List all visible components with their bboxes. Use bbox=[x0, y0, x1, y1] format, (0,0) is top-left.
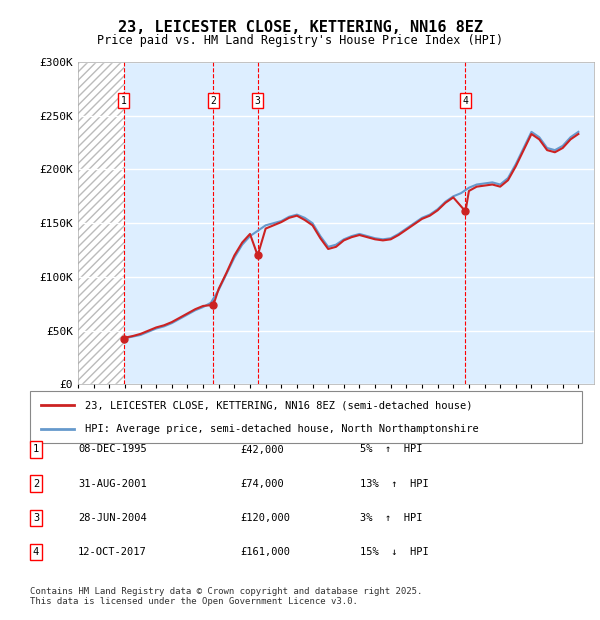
Text: 2: 2 bbox=[211, 95, 217, 105]
FancyBboxPatch shape bbox=[30, 391, 582, 443]
Text: 12-OCT-2017: 12-OCT-2017 bbox=[78, 547, 147, 557]
Text: £161,000: £161,000 bbox=[240, 547, 290, 557]
Text: 08-DEC-1995: 08-DEC-1995 bbox=[78, 445, 147, 454]
Text: Contains HM Land Registry data © Crown copyright and database right 2025.
This d: Contains HM Land Registry data © Crown c… bbox=[30, 587, 422, 606]
Text: 23, LEICESTER CLOSE, KETTERING, NN16 8EZ: 23, LEICESTER CLOSE, KETTERING, NN16 8EZ bbox=[118, 20, 482, 35]
Bar bbox=[78, 62, 124, 384]
Text: 28-JUN-2004: 28-JUN-2004 bbox=[78, 513, 147, 523]
Text: 1: 1 bbox=[121, 95, 127, 105]
Text: £42,000: £42,000 bbox=[240, 445, 284, 454]
Text: 23, LEICESTER CLOSE, KETTERING, NN16 8EZ (semi-detached house): 23, LEICESTER CLOSE, KETTERING, NN16 8EZ… bbox=[85, 401, 473, 410]
Text: 1: 1 bbox=[33, 445, 39, 454]
Text: 2: 2 bbox=[33, 479, 39, 489]
Text: 4: 4 bbox=[463, 95, 469, 105]
Text: Price paid vs. HM Land Registry's House Price Index (HPI): Price paid vs. HM Land Registry's House … bbox=[97, 34, 503, 46]
Text: 3: 3 bbox=[33, 513, 39, 523]
Text: 4: 4 bbox=[33, 547, 39, 557]
Text: £74,000: £74,000 bbox=[240, 479, 284, 489]
Text: 3: 3 bbox=[255, 95, 260, 105]
Text: 15%  ↓  HPI: 15% ↓ HPI bbox=[360, 547, 429, 557]
Text: 5%  ↑  HPI: 5% ↑ HPI bbox=[360, 445, 422, 454]
Bar bbox=[124, 62, 594, 384]
Text: 3%  ↑  HPI: 3% ↑ HPI bbox=[360, 513, 422, 523]
Text: £120,000: £120,000 bbox=[240, 513, 290, 523]
Text: 13%  ↑  HPI: 13% ↑ HPI bbox=[360, 479, 429, 489]
Text: 31-AUG-2001: 31-AUG-2001 bbox=[78, 479, 147, 489]
Text: HPI: Average price, semi-detached house, North Northamptonshire: HPI: Average price, semi-detached house,… bbox=[85, 423, 479, 433]
